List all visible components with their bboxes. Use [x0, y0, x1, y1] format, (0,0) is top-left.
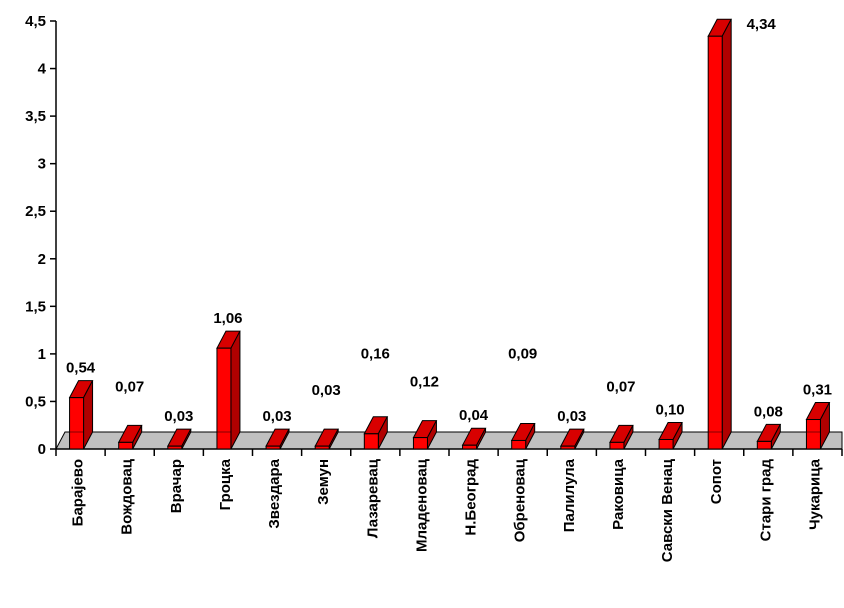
- category-label: Чукарица: [806, 458, 823, 530]
- data-label: 0,12: [410, 374, 439, 391]
- data-label: 0,04: [459, 407, 489, 424]
- data-label: 0,09: [508, 346, 537, 363]
- bar: [265, 428, 290, 450]
- bar-front: [69, 397, 85, 450]
- bar: [609, 424, 634, 450]
- data-label: 1,06: [213, 310, 242, 327]
- data-label: 0,07: [115, 378, 144, 395]
- bar-front: [560, 445, 576, 450]
- bar-front: [167, 445, 183, 450]
- bar-front: [462, 444, 478, 450]
- data-labels: 0,54 0,07 0,03 1,06 0,03 0,03 0,16 0,12 0,04 0,09…: [66, 16, 832, 425]
- y-tick-label: 0: [38, 441, 46, 458]
- y-tick-label: 3,5: [25, 108, 46, 125]
- bar: [461, 427, 487, 450]
- category-label: Врачар: [168, 459, 185, 513]
- category-label: Раковица: [610, 458, 627, 529]
- data-label: 4,34: [747, 16, 777, 33]
- bar: [510, 422, 536, 450]
- bar-front: [216, 347, 232, 450]
- y-tick-label: 4: [38, 61, 47, 78]
- bar-front: [658, 438, 674, 450]
- y-tick-label: 0,5: [25, 393, 46, 410]
- bar-front: [265, 445, 281, 450]
- bar: [412, 420, 438, 450]
- category-label: Савски Венац: [659, 458, 676, 562]
- category-label: Звездара: [266, 458, 283, 528]
- y-tick-label: 1: [38, 346, 46, 363]
- bar: [68, 380, 94, 450]
- y-axis: 0 0,5 1 1,5 2 2,5 3 3,5 4 4,5: [25, 13, 843, 458]
- category-label: Младеновац: [413, 458, 430, 552]
- category-label: Сопот: [708, 459, 725, 504]
- bar: [216, 330, 241, 450]
- category-label: Лазаревац: [364, 458, 381, 538]
- y-tick-label: 2: [38, 251, 46, 268]
- bar-front: [805, 419, 821, 450]
- y-tick-label: 2,5: [25, 203, 46, 220]
- bar-front: [609, 441, 625, 450]
- bar-side: [721, 18, 732, 450]
- category-label: Стари град: [757, 459, 774, 542]
- bar: [166, 428, 192, 450]
- bar: [658, 421, 683, 450]
- bar: [314, 428, 340, 450]
- category-label: Палилула: [561, 458, 578, 532]
- bar-front: [314, 445, 330, 450]
- data-label: 0,08: [754, 403, 783, 420]
- category-label: Вождовац: [119, 458, 136, 534]
- bar: [805, 402, 831, 450]
- bar: [756, 423, 782, 450]
- category-label: Н.Београд: [463, 459, 480, 536]
- y-tick-label: 3: [38, 156, 46, 173]
- bar: [117, 424, 143, 450]
- data-label: 0,16: [361, 346, 390, 363]
- data-label: 0,03: [557, 408, 586, 425]
- y-tick-label: 4,5: [25, 13, 46, 30]
- bars: [68, 18, 831, 450]
- bar-front: [412, 437, 428, 450]
- bar: [707, 18, 733, 450]
- data-label: 0,03: [312, 382, 341, 399]
- bar-front: [707, 35, 723, 450]
- category-label: Обреновац: [512, 458, 529, 542]
- category-label: Барајево: [70, 459, 87, 526]
- y-tick-label: 1,5: [25, 298, 46, 315]
- data-label: 0,03: [262, 408, 291, 425]
- bar-front: [363, 433, 379, 450]
- data-label: 0,03: [164, 408, 193, 425]
- data-label: 0,31: [803, 382, 832, 399]
- data-label: 0,54: [66, 360, 96, 377]
- bar: [363, 416, 389, 450]
- bar-front: [511, 439, 527, 450]
- bar-front: [756, 440, 772, 450]
- category-label: Земун: [315, 459, 332, 505]
- data-label: 0,07: [606, 378, 635, 395]
- data-label: 0,10: [655, 401, 684, 418]
- bar-side: [230, 330, 241, 450]
- bar-front: [118, 441, 134, 450]
- bar: [559, 428, 585, 450]
- category-label: Гроцка: [217, 458, 234, 510]
- category-labels: Барајево Вождовац Врачар Гроцка Звездара Зему…: [70, 458, 824, 562]
